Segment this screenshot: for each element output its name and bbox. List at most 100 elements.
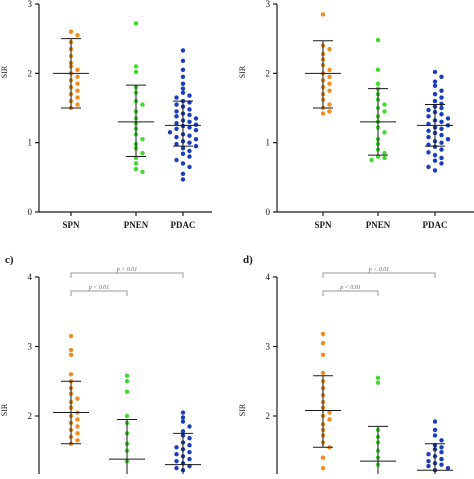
data-point — [369, 157, 374, 163]
data-point — [193, 137, 199, 142]
data-point — [133, 64, 139, 69]
data-point — [375, 375, 381, 380]
data-point — [432, 98, 438, 104]
data-point — [187, 436, 192, 441]
data-point — [180, 74, 186, 80]
data-point — [75, 33, 80, 38]
data-point — [375, 81, 381, 86]
data-point — [426, 463, 431, 469]
data-point — [320, 352, 326, 358]
data-point — [180, 429, 186, 434]
data-point — [375, 67, 381, 73]
data-point — [75, 95, 80, 100]
data-point — [187, 148, 192, 154]
data-point — [174, 102, 179, 107]
data-point — [187, 424, 192, 429]
data-point — [432, 152, 438, 158]
data-point — [140, 137, 145, 142]
y-tick-label: 3 — [28, 342, 33, 352]
data-point — [187, 449, 192, 455]
data-point — [327, 74, 332, 80]
data-point — [180, 146, 186, 151]
data-point — [426, 128, 431, 134]
x-category-label: PNEN — [124, 220, 149, 230]
data-point — [439, 438, 444, 443]
data-point — [187, 164, 192, 170]
data-point — [382, 109, 387, 114]
p-value-label: p < 0.01 — [339, 285, 361, 291]
data-point — [432, 427, 438, 433]
significance-bracket — [322, 272, 436, 278]
data-point — [432, 91, 438, 97]
data-point — [439, 74, 444, 80]
data-point — [426, 164, 431, 170]
data-point — [432, 69, 438, 75]
data-point — [167, 130, 173, 135]
data-point — [439, 101, 444, 107]
data-point — [375, 37, 381, 43]
p-value-label: p < 0.01 — [88, 285, 110, 291]
data-point — [439, 105, 444, 111]
y-tick-label: 1 — [28, 138, 33, 148]
data-point — [140, 169, 145, 174]
x-category-label: PNEN — [366, 220, 391, 230]
data-point — [140, 102, 145, 107]
panel-d: 2 3 4 SIR d) p < 0.01 p < 0.01 — [238, 254, 453, 474]
data-point — [180, 90, 186, 95]
data-point — [180, 86, 186, 91]
series-pdac — [417, 419, 453, 474]
data-point — [68, 352, 74, 358]
data-point — [75, 88, 80, 93]
data-point — [133, 21, 139, 26]
data-point — [327, 88, 332, 93]
y-axis-label: SIR — [238, 65, 247, 78]
data-point — [180, 415, 186, 420]
data-point — [180, 58, 186, 64]
data-point — [426, 458, 431, 464]
panel-a: 0 1 2 3 SIR SPN PNEN PDAC — [0, 0, 212, 230]
data-point — [320, 12, 326, 17]
panel-label: c) — [5, 254, 14, 266]
series-spn — [53, 333, 89, 446]
data-point — [439, 147, 444, 152]
data-point — [124, 389, 130, 394]
data-point — [174, 126, 179, 131]
data-point — [180, 410, 186, 415]
data-point — [133, 69, 139, 75]
data-point — [320, 455, 326, 460]
data-point — [174, 121, 179, 126]
panel-c: 2 3 4 SIR c) p < 0.01 p < 0.01 — [0, 254, 201, 474]
y-tick-label: 4 — [266, 272, 271, 282]
data-point — [426, 150, 431, 155]
data-point — [445, 137, 451, 142]
y-tick-label: 3 — [266, 0, 271, 9]
data-point — [426, 134, 431, 140]
data-point — [68, 347, 74, 353]
data-point — [193, 122, 199, 127]
data-point — [187, 119, 192, 125]
y-tick-label: 0 — [266, 207, 271, 217]
y-tick-label: 2 — [266, 68, 271, 78]
data-point — [327, 81, 332, 86]
data-point — [174, 465, 179, 471]
y-tick-label: 3 — [266, 342, 271, 352]
data-point — [187, 456, 192, 462]
data-point — [375, 380, 381, 385]
data-point — [187, 442, 192, 448]
x-category-label: SPN — [314, 220, 332, 230]
data-point — [382, 130, 387, 135]
data-point — [187, 154, 192, 159]
y-tick-label: 2 — [28, 68, 33, 78]
data-point — [180, 419, 186, 424]
data-point — [432, 168, 438, 173]
data-point — [439, 95, 444, 100]
data-point — [327, 410, 332, 415]
data-point — [432, 433, 438, 438]
data-point — [180, 151, 186, 156]
data-point — [124, 379, 130, 384]
data-point — [432, 419, 438, 424]
data-point — [382, 155, 387, 161]
data-point — [439, 445, 444, 450]
series-spn — [305, 12, 341, 116]
